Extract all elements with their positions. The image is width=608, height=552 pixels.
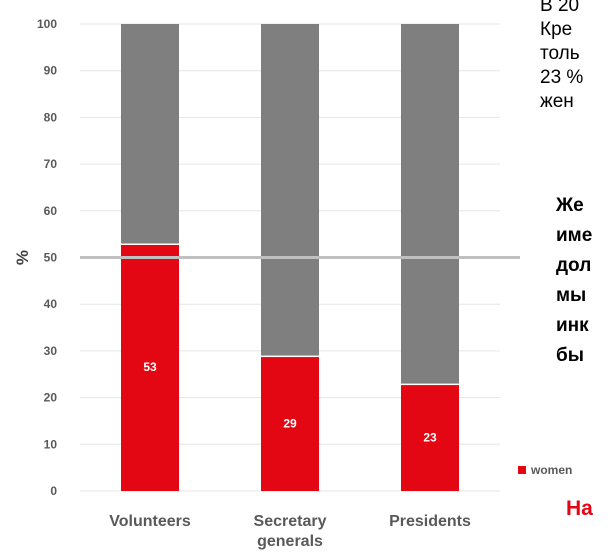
partial-footer-heading: На [566, 497, 593, 520]
bar-women [121, 243, 179, 491]
legend-swatch-women [518, 466, 526, 474]
bold-line: мы [556, 285, 587, 306]
legend-label-women: women [531, 463, 573, 477]
y-tick-label: 30 [44, 344, 58, 358]
bold-line: бы [556, 345, 584, 366]
category-label: generals [257, 533, 323, 550]
bar-remainder [261, 24, 319, 356]
y-tick-label: 0 [50, 484, 57, 498]
bar-chart: 0 10 20 30 40 50 60 70 80 90 100% 53 Volunteers 29 Sec… [13, 17, 520, 550]
y-tick-label: 70 [44, 157, 58, 171]
category-label: Presidents [389, 513, 471, 530]
y-tick-label: 40 [44, 297, 58, 311]
y-tick-label: 10 [44, 437, 58, 451]
bar-remainder [401, 24, 459, 384]
data-label: 29 [283, 416, 297, 430]
partial-paragraph: В 20 Кре толь 23 % жен [540, 0, 608, 114]
y-axis-label: % [13, 250, 32, 265]
bold-line: дол [556, 255, 592, 276]
chart-legend: women [518, 463, 608, 477]
paragraph-line: толь [540, 43, 580, 64]
bar-women [261, 355, 319, 491]
y-tick-label: 60 [44, 204, 58, 218]
bold-line: име [556, 225, 593, 246]
paragraph-line: В 20 [540, 0, 580, 16]
y-tick-label: 90 [44, 64, 58, 78]
category-label: Secretary [254, 513, 327, 530]
data-label: 53 [143, 360, 157, 374]
bar-remainder [121, 24, 179, 244]
bar-women [401, 383, 459, 491]
y-tick-label: 20 [44, 391, 58, 405]
paragraph-line: Кре [540, 19, 573, 40]
y-tick-label: 50 [44, 251, 58, 265]
partial-bold-statement: Же име дол мы инк бы [556, 191, 608, 371]
bold-line: инк [556, 315, 589, 336]
bold-line: Же [556, 195, 584, 216]
y-tick-label: 80 [44, 110, 58, 124]
paragraph-line: жен [540, 91, 574, 112]
data-label: 23 [423, 430, 437, 444]
category-label: Volunteers [109, 513, 191, 530]
y-tick-label: 100 [37, 17, 57, 31]
paragraph-line: 23 % [540, 67, 584, 88]
